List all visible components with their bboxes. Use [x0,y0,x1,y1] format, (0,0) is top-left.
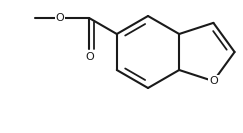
Text: O: O [85,52,94,62]
Text: O: O [209,76,218,86]
Text: O: O [55,13,64,23]
